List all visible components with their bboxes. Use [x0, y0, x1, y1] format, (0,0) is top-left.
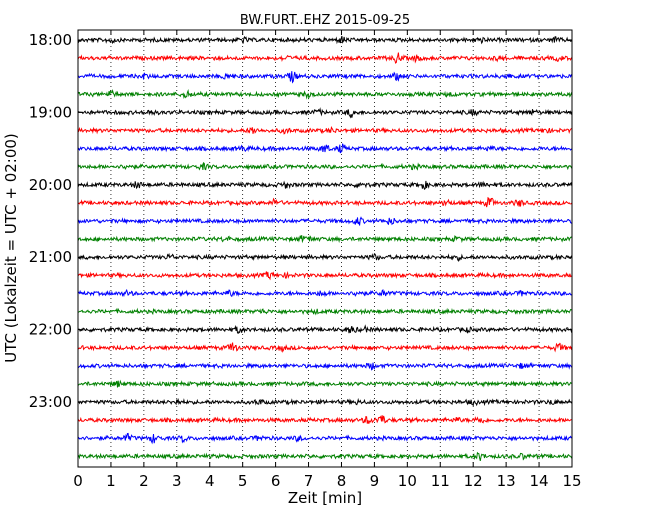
- plot-frame: [77, 29, 573, 468]
- trace-group: [77, 35, 573, 462]
- seismic-trace: [77, 143, 573, 154]
- seismic-trace: [77, 361, 573, 371]
- seismic-trace: [77, 379, 573, 388]
- x-tick-label: 14: [530, 472, 549, 490]
- x-tick-label: 0: [73, 472, 83, 490]
- seismic-trace: [77, 252, 573, 263]
- x-tick-label: 2: [139, 472, 149, 490]
- seismic-trace: [77, 71, 573, 84]
- y-tick-label: 21:00: [29, 248, 72, 266]
- grid-lines: [110, 30, 540, 467]
- x-tick-label: 9: [370, 472, 380, 490]
- seismic-trace: [77, 196, 573, 208]
- x-tick-label: 12: [464, 472, 483, 490]
- x-axis-label: Zeit [min]: [288, 489, 362, 507]
- seismic-trace: [77, 216, 573, 226]
- seismic-trace: [77, 35, 573, 45]
- seismic-trace: [77, 397, 573, 407]
- x-tick-label: 13: [497, 472, 516, 490]
- x-tick-label: 11: [431, 472, 450, 490]
- seismic-trace: [77, 432, 573, 445]
- x-tick-label: 3: [172, 472, 182, 490]
- x-tick-label: 8: [337, 472, 347, 490]
- seismic-trace: [77, 180, 573, 191]
- y-tick-label: 18:00: [29, 31, 72, 49]
- y-tick-label: 23:00: [29, 393, 72, 411]
- x-tick-label: 6: [271, 472, 281, 490]
- y-tick-label: 22:00: [29, 321, 72, 339]
- seismic-trace: [77, 451, 573, 462]
- x-tick-label: 5: [238, 472, 248, 490]
- x-tick-label: 1: [106, 472, 116, 490]
- seismic-trace: [77, 288, 573, 298]
- seismic-trace: [77, 307, 573, 316]
- seismic-trace: [77, 235, 573, 244]
- y-axis-label: UTC (Lokalzeit = UTC + 02:00): [2, 133, 20, 363]
- y-tick-label: 20:00: [29, 176, 72, 194]
- x-tick-label: 10: [398, 472, 417, 490]
- x-tick-label: 4: [205, 472, 215, 490]
- seismic-trace: [77, 415, 573, 424]
- seismic-trace: [77, 107, 573, 119]
- seismic-trace: [77, 88, 573, 100]
- seismic-trace: [77, 52, 573, 64]
- x-tick-label: 7: [304, 472, 314, 490]
- seismic-trace: [77, 342, 573, 353]
- seismic-trace: [77, 126, 573, 135]
- x-tick-label: 15: [562, 472, 581, 490]
- chart-title: BW.FURT..EHZ 2015-09-25: [240, 13, 410, 28]
- x-axis: 0 1 2 3 4 5 6 7 8 9 10 11 12 13 14 15: [73, 30, 582, 490]
- seismic-trace: [77, 161, 573, 171]
- y-tick-label: 19:00: [29, 103, 72, 121]
- seismic-trace: [77, 271, 573, 281]
- seismic-trace: [77, 324, 573, 335]
- y-axis: 18:00 19:00 20:00 21:00 22:00 23:00: [29, 31, 572, 411]
